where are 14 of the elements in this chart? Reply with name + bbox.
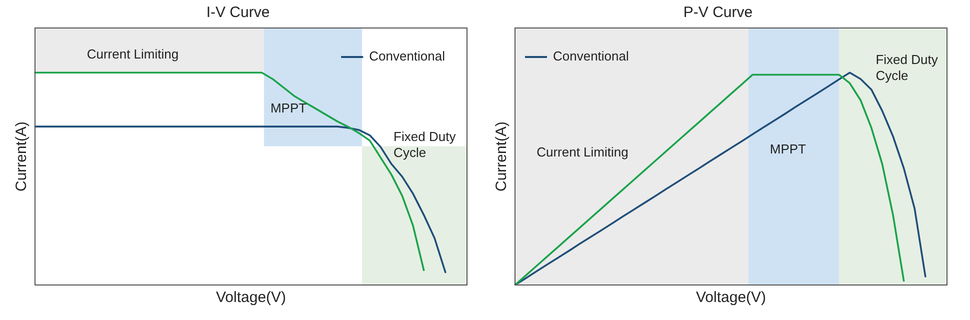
annotation: Current Limiting <box>536 144 628 160</box>
chart-title: I-V Curve <box>206 4 270 22</box>
annotation: Fixed Duty Cycle <box>394 128 456 160</box>
annotation: Fixed Duty Cycle <box>876 52 938 83</box>
x-axis-title: Voltage(V) <box>696 289 766 306</box>
legend-label: Conventional <box>369 48 446 64</box>
legend-label: Conventional <box>553 48 629 64</box>
text: Current Limiting <box>86 46 179 62</box>
chart-title: P-V Curve <box>683 4 753 22</box>
x-axis-title: Voltage(V) <box>216 289 286 306</box>
annotation: MPPT <box>770 142 806 157</box>
y-axis-title: Current(A) <box>493 121 510 192</box>
annotation: MPPT <box>270 100 307 116</box>
y-axis-title: Current(A) <box>13 121 30 192</box>
